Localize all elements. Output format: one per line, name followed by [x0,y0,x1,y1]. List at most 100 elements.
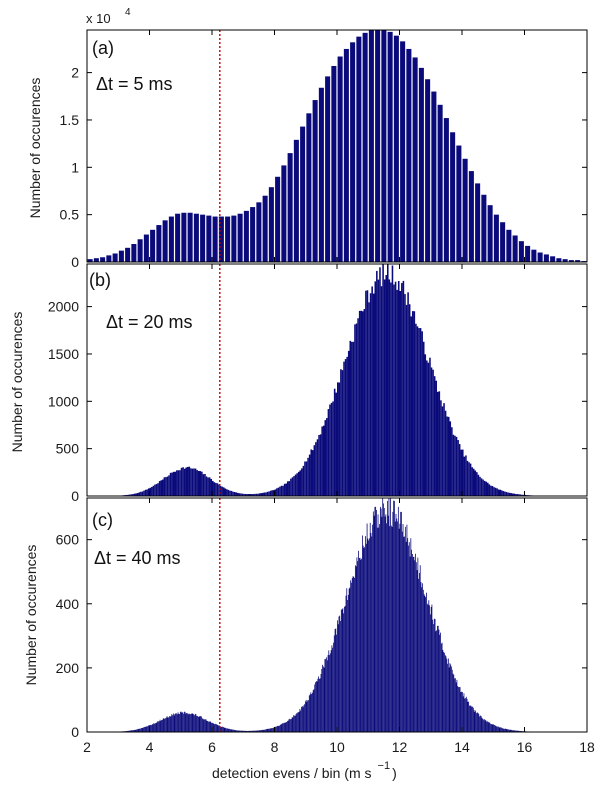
histogram-bar [419,572,420,732]
histogram-bar [201,718,203,732]
histogram-bar [447,658,449,732]
histogram-bar [301,468,303,496]
histogram-bar [355,566,357,732]
histogram-bar [393,35,399,263]
histogram-bar [396,289,398,496]
histogram-bar [269,728,271,732]
histogram-bar [222,487,225,496]
histogram-bar [182,712,184,732]
histogram-bar [473,710,475,732]
histogram-bar [446,416,448,496]
histogram-bar [241,730,243,732]
histogram-bar [406,524,408,732]
histogram-bar [214,724,216,732]
histogram-bar [287,481,289,496]
histogram-bar [175,713,177,732]
histogram-bar [485,481,487,496]
histogram-bar [392,511,394,732]
histogram-bar [334,629,336,732]
histogram-bar [305,699,307,732]
histogram-bar [415,562,417,732]
histogram-bar [419,565,421,732]
histogram-bar [452,673,454,732]
histogram-bar [199,716,201,732]
histogram-bar [284,722,286,732]
histogram-bar [87,259,93,262]
histogram-bar [237,730,238,732]
histogram-bar [229,728,230,732]
histogram-bar [418,328,420,496]
histogram-bar [234,730,236,732]
histogram-bar [333,642,334,732]
histogram-bar [485,719,487,732]
histogram-bar [160,480,162,496]
histogram-bar [161,719,162,732]
histogram-bar [479,715,481,732]
histogram-bar [270,728,272,732]
histogram-bar [118,250,124,262]
histogram-bar [215,724,217,732]
histogram-bar [135,493,137,496]
histogram-bar [191,468,194,496]
histogram-bar [168,216,174,262]
histogram-bar [128,730,130,732]
histogram-bar [193,468,195,496]
y-axis-label-b: Number of occurences [9,312,25,453]
histogram-bar [413,311,416,496]
histogram-bar [451,669,453,732]
histogram-bar [493,214,499,262]
histogram-bar [146,726,148,732]
histogram-bar [220,726,222,732]
histogram-bar [516,494,519,496]
y-tick-label: 600 [56,532,80,548]
histogram-bar [167,717,169,732]
histogram-bar [430,367,433,496]
histogram-bar [510,493,512,496]
histogram-bar [282,723,284,732]
histogram-bar [384,516,386,732]
histogram-bar [374,281,377,496]
histogram-bar [349,587,351,732]
histogram-bar [223,727,225,732]
histogram-bar [347,594,349,732]
histogram-bar [512,493,514,496]
x-tick-label: 14 [454,739,470,755]
histogram-bar [304,701,306,732]
histogram-bar [469,705,471,732]
histogram-bar [475,710,477,732]
histogram-bar [326,660,328,732]
histogram-bar [520,730,522,732]
histogram-bar [508,729,510,732]
histogram-bar [327,409,330,496]
histogram-bar [154,723,156,732]
histogram-bar [132,493,134,496]
histogram-bar [194,468,197,496]
histogram-bar [449,663,451,732]
histogram-bar [300,126,306,262]
histogram-bar [171,472,173,496]
histogram-bar [154,723,155,732]
histogram-bar [501,727,502,732]
histogram-bar [229,729,231,732]
histogram-bar [133,729,134,732]
histogram-bar [499,727,501,732]
histogram-bar [402,524,404,732]
histogram-bar [494,725,496,732]
y-tick-label: 0 [71,254,79,270]
histogram-bar [439,634,441,732]
histogram-bar [100,257,106,262]
histogram-bar [268,187,274,262]
histogram-bar [165,718,166,732]
histogram-bar [415,323,417,496]
panel-label-a: (a) [92,38,114,58]
histogram-bar [451,666,452,732]
histogram-bar [471,706,473,732]
histogram-bar [442,649,444,732]
histogram-bar [377,279,380,496]
histogram-bar [267,728,269,732]
histogram-bar [197,715,198,732]
histogram-bar [176,713,177,732]
histogram-bar [489,722,491,732]
histogram-bar [337,56,343,263]
